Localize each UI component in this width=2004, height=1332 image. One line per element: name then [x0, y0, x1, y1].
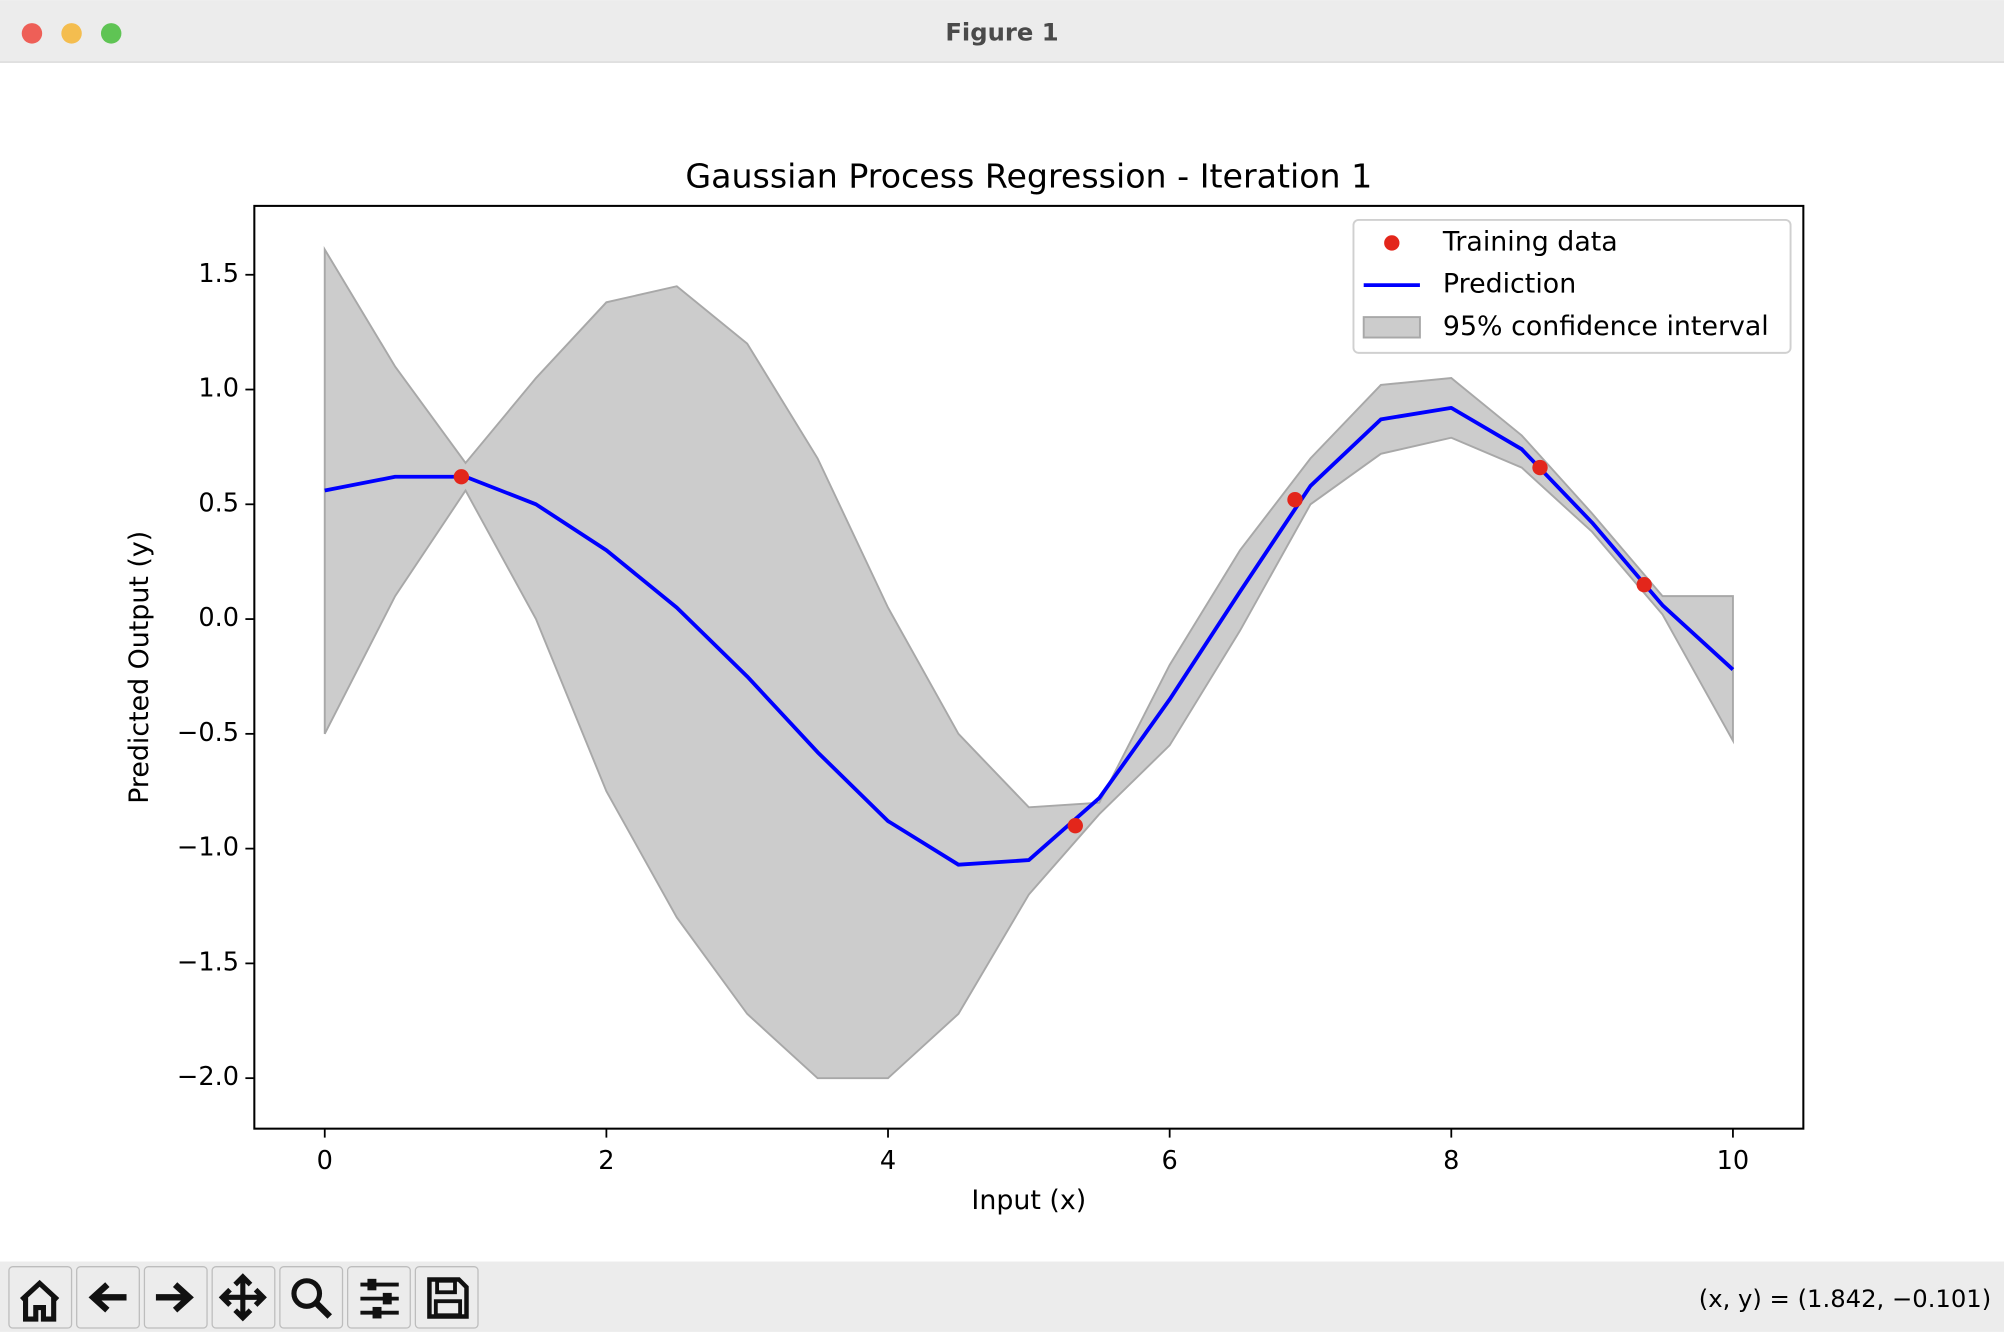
configure-knob: [372, 1306, 382, 1319]
x-tick-label: 2: [598, 1146, 614, 1176]
forward-icon: [155, 1282, 194, 1313]
pan-icon: [218, 1273, 267, 1322]
legend-label: 95% confidence interval: [1443, 311, 1769, 342]
window-title: Figure 1: [945, 17, 1058, 46]
confidence-band: [323, 246, 1734, 1080]
x-tick-label: 10: [1717, 1146, 1750, 1176]
y-axis-label: Predicted Output (y): [124, 531, 155, 804]
legend-label: Prediction: [1443, 269, 1576, 300]
y-tick-label: −2.0: [177, 1062, 239, 1092]
close-button[interactable]: [21, 23, 43, 44]
x-axis-label: Input (x): [971, 1185, 1086, 1216]
configure-knob: [367, 1278, 377, 1291]
zoom-button[interactable]: [100, 23, 122, 44]
x-tick-label: 8: [1443, 1146, 1459, 1176]
home-icon: [19, 1279, 60, 1322]
configure-knob: [382, 1292, 392, 1305]
minimize-button[interactable]: [61, 23, 82, 44]
legend-label: Training data: [1442, 226, 1618, 257]
chart: Gaussian Process Regression - Iteration …: [124, 156, 1805, 1216]
save-icon-label: [433, 1299, 463, 1318]
zoom-tool-button[interactable]: [279, 1266, 344, 1329]
training-point: [453, 469, 470, 485]
legend-marker: [1384, 235, 1400, 251]
training-point: [1067, 817, 1083, 834]
legend-box: [1352, 218, 1792, 354]
y-tick-label: 0.0: [198, 603, 239, 633]
y-tick-label: 1.0: [198, 374, 239, 404]
training-point: [1287, 492, 1303, 508]
y-tick-label: 1.5: [198, 259, 239, 289]
y-tick-label: −0.5: [177, 718, 239, 748]
y-tick-label: 0.5: [198, 488, 239, 518]
cursor-status: (x, y) = (1.842, −0.101): [1699, 1284, 1991, 1313]
zoom-icon-handle: [313, 1300, 332, 1319]
x-tick-label: 6: [1162, 1146, 1178, 1176]
x-tick-label: 4: [880, 1146, 896, 1176]
prediction-line: [324, 405, 1735, 867]
home-button[interactable]: [8, 1266, 73, 1329]
legend-patch: [1362, 316, 1421, 339]
back-icon: [88, 1282, 127, 1313]
x-tick-label: 0: [317, 1146, 333, 1176]
title-bar: [0, 0, 2004, 62]
y-tick-label: −1.5: [177, 947, 239, 977]
training-point: [1532, 459, 1548, 476]
zoom-icon: [291, 1278, 323, 1309]
plot-area: [323, 246, 1735, 1080]
training-point: [1636, 576, 1652, 593]
plot-frame: [253, 204, 1805, 1130]
chart-title: Gaussian Process Regression - Iteration …: [685, 156, 1372, 195]
save-icon-slot: [435, 1278, 457, 1295]
y-tick-label: −1.0: [177, 833, 239, 863]
